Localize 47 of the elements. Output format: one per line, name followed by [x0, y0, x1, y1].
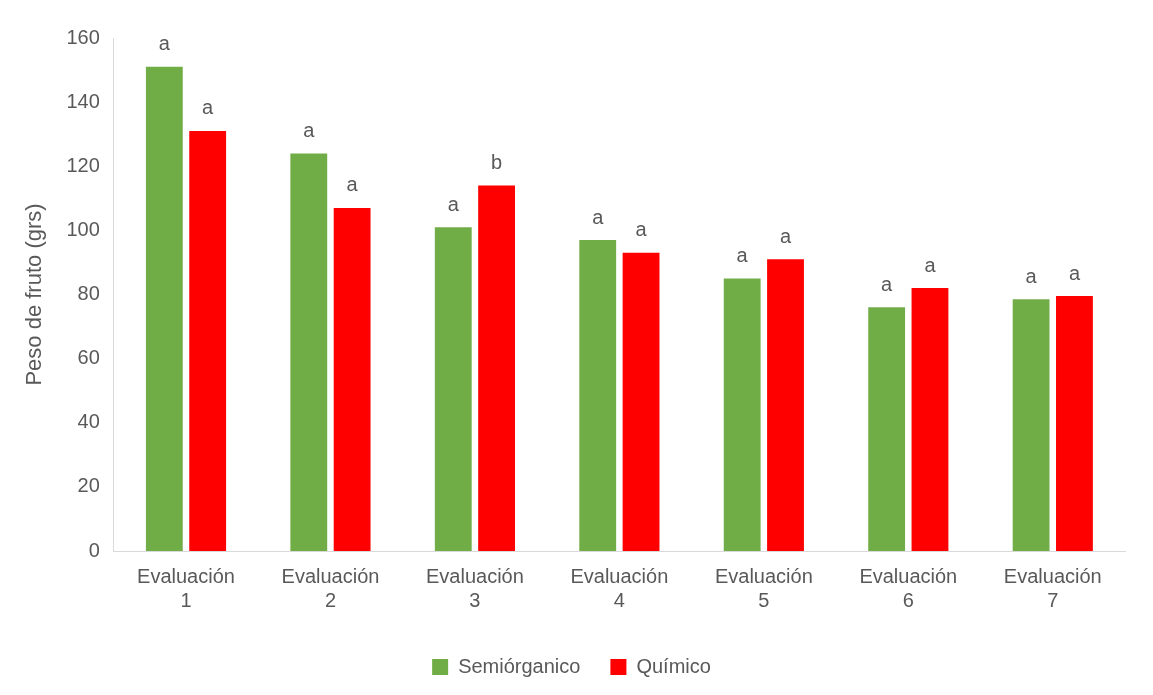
legend-label: Semiórganico	[458, 654, 581, 677]
x-tick-label: Evaluación 5	[714, 564, 813, 611]
data-label: a	[1068, 261, 1081, 284]
data-label: a	[202, 96, 215, 119]
data-label: a	[592, 205, 605, 228]
legend-label: Químico	[636, 654, 711, 677]
y-tick-label: 20	[77, 474, 100, 497]
y-tick-label: 60	[77, 346, 100, 369]
data-label: a	[924, 253, 937, 276]
x-tick-label: Evaluación 7	[1003, 564, 1102, 611]
bar	[145, 66, 183, 551]
data-label: a	[1025, 264, 1038, 287]
x-tick-label: Evaluación 1	[137, 564, 235, 611]
y-axis-title: Peso de fruto (grs)	[21, 203, 47, 386]
bar	[1056, 296, 1093, 551]
bar	[1012, 299, 1050, 551]
data-label: a	[158, 32, 171, 55]
bar	[333, 207, 371, 551]
bar	[622, 252, 660, 551]
data-label: a	[736, 243, 749, 266]
x-tick-label: Evaluación 6	[859, 564, 958, 611]
x-tick-label: Evaluación 4	[570, 564, 669, 611]
bar	[189, 130, 227, 551]
bar	[911, 288, 949, 551]
y-tick-label: 100	[66, 217, 100, 240]
x-tick-label: Evaluación 3	[426, 564, 524, 611]
data-label: a	[881, 272, 894, 295]
data-label: b	[491, 151, 503, 173]
bar	[767, 259, 804, 551]
y-tick-label: 0	[88, 538, 100, 561]
bar	[579, 239, 617, 551]
y-tick-label: 80	[77, 282, 100, 305]
data-label: a	[447, 192, 460, 215]
y-tick-label: 160	[66, 25, 100, 48]
y-tick-label: 120	[66, 153, 100, 176]
bar	[723, 278, 761, 551]
data-label: a	[779, 224, 792, 247]
y-tick-label: 140	[66, 89, 100, 112]
bar	[478, 185, 516, 551]
data-label: a	[635, 218, 648, 241]
bar	[434, 227, 472, 551]
x-tick-label: Evaluación 2	[281, 564, 380, 611]
data-label: a	[303, 118, 316, 141]
y-tick-label: 40	[77, 410, 100, 433]
bar	[290, 153, 328, 551]
bar	[868, 307, 906, 551]
data-label: a	[346, 173, 359, 196]
